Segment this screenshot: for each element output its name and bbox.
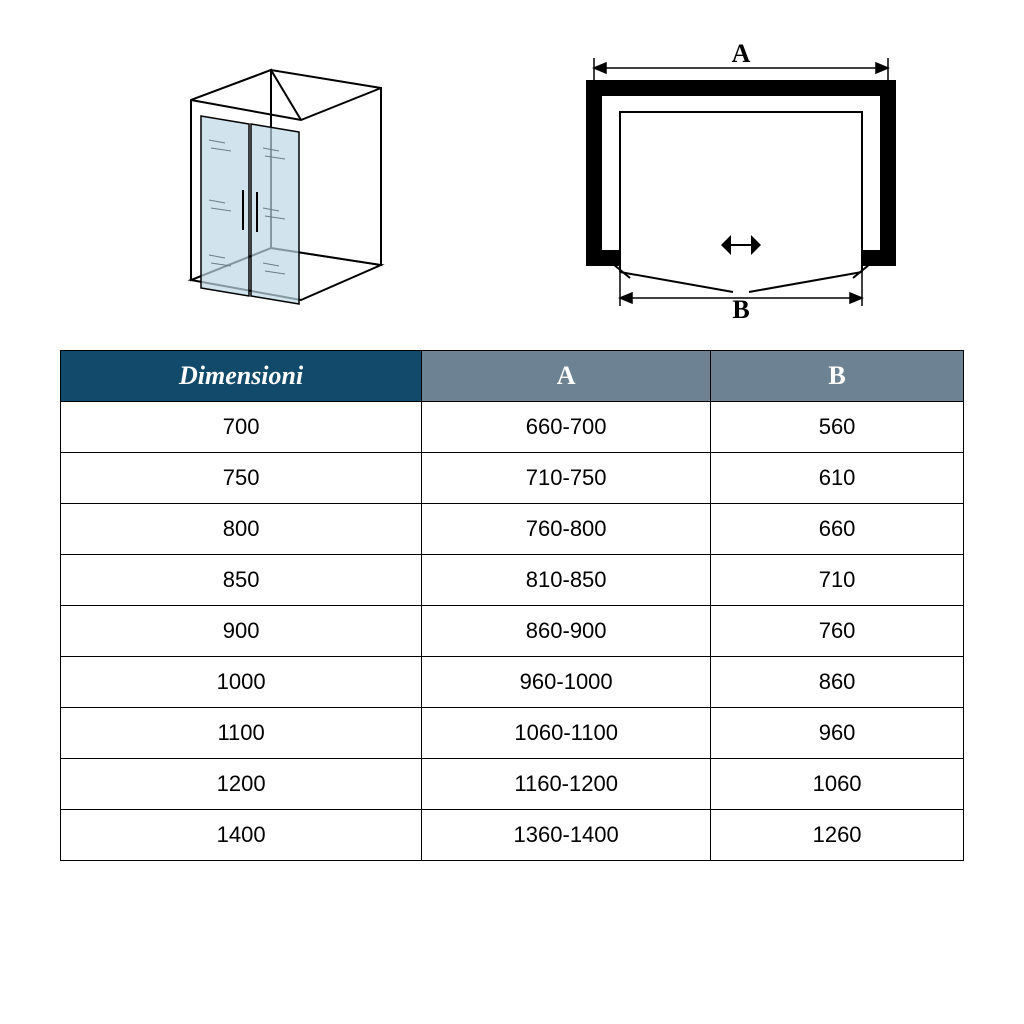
- cell-b: 560: [711, 402, 964, 453]
- cell-a: 660-700: [422, 402, 711, 453]
- cell-b: 760: [711, 606, 964, 657]
- cell-dim: 1200: [61, 759, 422, 810]
- cell-b: 610: [711, 453, 964, 504]
- cell-dim: 1400: [61, 810, 422, 861]
- table-row: 750710-750610: [61, 453, 964, 504]
- shower-top-icon: A: [548, 40, 928, 320]
- col-header-a: A: [422, 351, 711, 402]
- cell-dim: 700: [61, 402, 422, 453]
- label-a: A: [732, 40, 751, 68]
- cell-a: 1360-1400: [422, 810, 711, 861]
- cell-b: 710: [711, 555, 964, 606]
- cell-dim: 1000: [61, 657, 422, 708]
- col-header-b: B: [711, 351, 964, 402]
- cell-a: 710-750: [422, 453, 711, 504]
- cell-dim: 850: [61, 555, 422, 606]
- cell-a: 760-800: [422, 504, 711, 555]
- cell-a: 810-850: [422, 555, 711, 606]
- table-row: 900860-900760: [61, 606, 964, 657]
- cell-a: 960-1000: [422, 657, 711, 708]
- cell-b: 860: [711, 657, 964, 708]
- diagram-top: A: [512, 40, 964, 320]
- table-row: 700660-700560: [61, 402, 964, 453]
- table-row: 1000960-1000860: [61, 657, 964, 708]
- cell-a: 1160-1200: [422, 759, 711, 810]
- table-row: 14001360-14001260: [61, 810, 964, 861]
- cell-dim: 1100: [61, 708, 422, 759]
- table-row: 800760-800660: [61, 504, 964, 555]
- table-row: 12001160-12001060: [61, 759, 964, 810]
- cell-a: 1060-1100: [422, 708, 711, 759]
- table-header-row: Dimensioni A B: [61, 351, 964, 402]
- cell-b: 1260: [711, 810, 964, 861]
- cell-dim: 900: [61, 606, 422, 657]
- cell-b: 1060: [711, 759, 964, 810]
- shower-iso-icon: [151, 40, 421, 320]
- cell-a: 860-900: [422, 606, 711, 657]
- cell-b: 960: [711, 708, 964, 759]
- cell-dim: 750: [61, 453, 422, 504]
- cell-dim: 800: [61, 504, 422, 555]
- diagram-row: A: [60, 30, 964, 330]
- table-row: 11001060-1100960: [61, 708, 964, 759]
- col-header-dimensioni: Dimensioni: [61, 351, 422, 402]
- table-row: 850810-850710: [61, 555, 964, 606]
- diagram-iso: [60, 40, 512, 320]
- label-b: B: [732, 295, 749, 320]
- cell-b: 660: [711, 504, 964, 555]
- dimensions-table: Dimensioni A B 700660-700560750710-75061…: [60, 350, 964, 861]
